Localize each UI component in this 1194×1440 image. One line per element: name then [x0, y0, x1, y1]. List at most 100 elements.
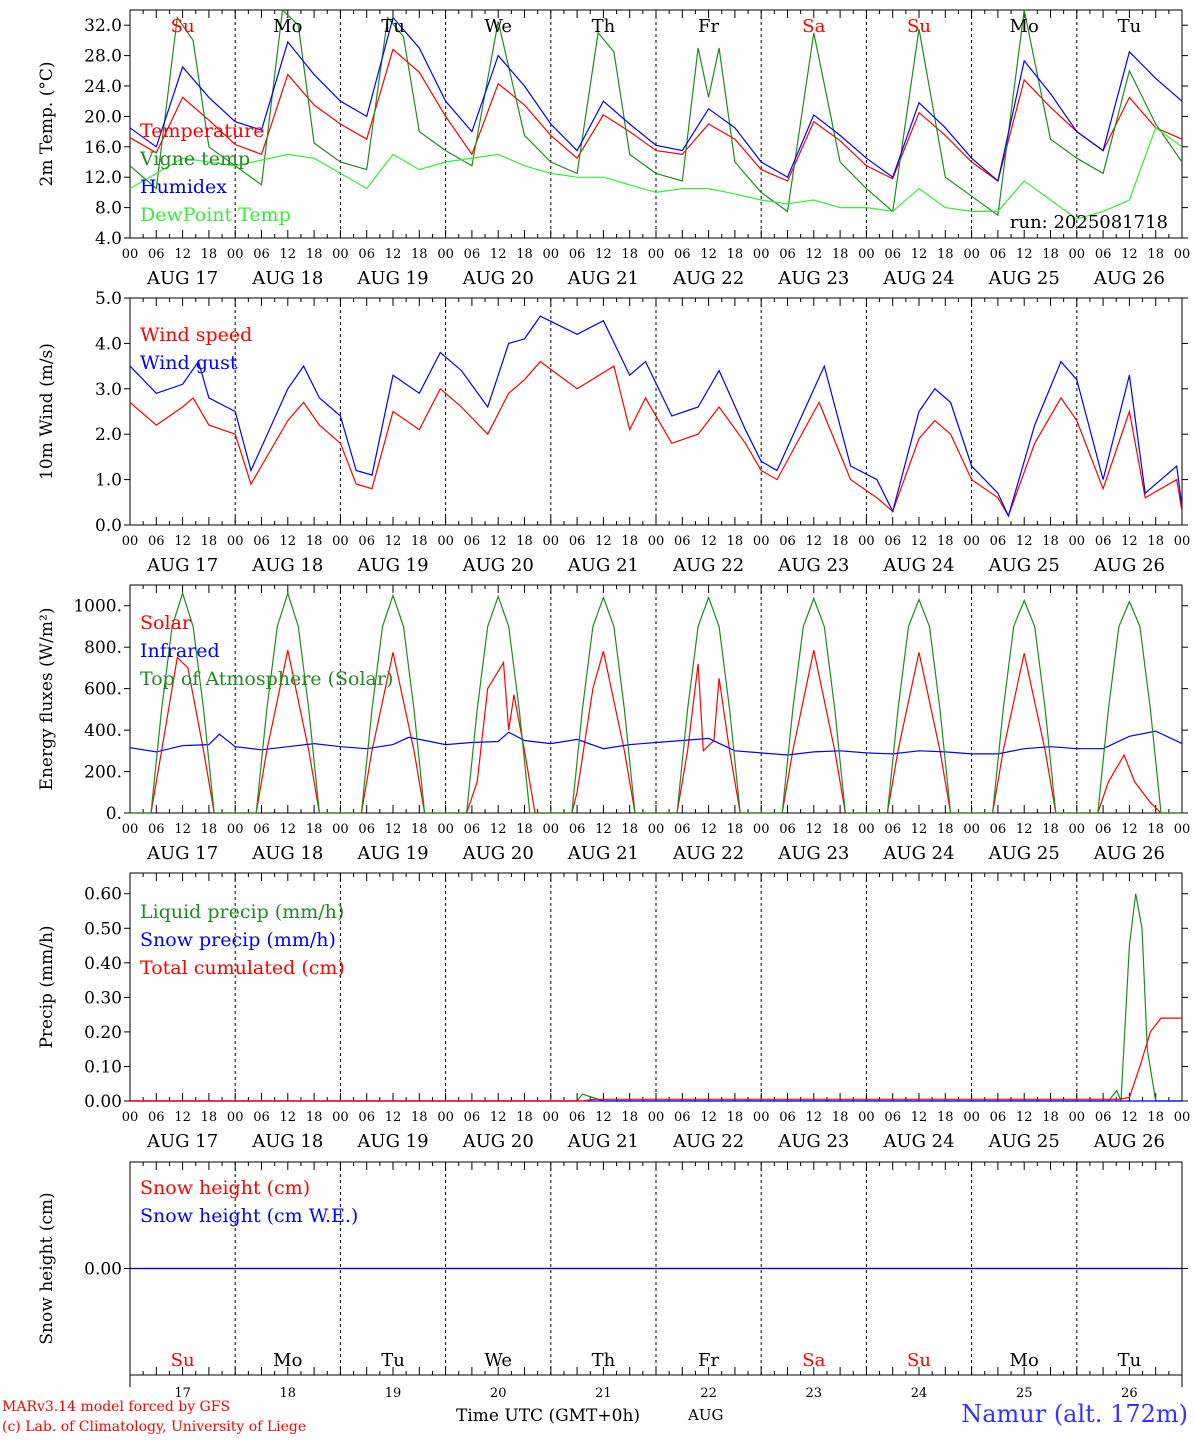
- hour-tick-label: 12: [385, 1110, 402, 1125]
- legend-entry: Solar: [140, 612, 192, 634]
- date-label: AUG 24: [882, 843, 954, 864]
- hour-tick-label: 06: [1095, 1110, 1112, 1125]
- hour-tick-label: 12: [280, 534, 297, 549]
- hour-tick-label: 18: [937, 1110, 954, 1125]
- hour-tick-label: 18: [306, 822, 323, 837]
- weekday-label: Su: [907, 1350, 931, 1371]
- hour-tick-label: 12: [806, 247, 823, 262]
- date-label: AUG 22: [672, 268, 744, 289]
- hour-tick-label: 00: [437, 1110, 454, 1125]
- hour-tick-label: 00: [648, 534, 665, 549]
- hour-tick-label: 18: [1042, 822, 1059, 837]
- hour-tick-label: 18: [727, 822, 744, 837]
- hour-tick-label: 06: [464, 247, 481, 262]
- series-line: [129, 8, 1183, 217]
- hour-tick-label: 00: [648, 822, 665, 837]
- weekday-label: Sa: [802, 16, 825, 37]
- hour-tick-label: 06: [253, 822, 270, 837]
- hour-tick-label: 18: [1042, 1110, 1059, 1125]
- date-label: AUG 26: [1093, 1131, 1165, 1152]
- y-tick-label: 0.: [106, 804, 122, 824]
- hour-tick-label: 18: [1147, 534, 1164, 549]
- y-tick-label: 200.: [84, 763, 122, 783]
- hour-tick-label: 12: [700, 822, 717, 837]
- hour-tick-label: 06: [148, 534, 165, 549]
- hour-tick-label: 18: [516, 1110, 533, 1125]
- weekday-label: We: [484, 16, 512, 37]
- date-label: AUG 18: [251, 555, 323, 576]
- date-label: AUG 25: [988, 1131, 1060, 1152]
- hour-tick-label: 00: [858, 247, 875, 262]
- hour-tick-label: 00: [753, 822, 770, 837]
- date-label: AUG 19: [356, 843, 428, 864]
- hour-tick-label: 18: [937, 534, 954, 549]
- hour-tick-label: 00: [1174, 247, 1191, 262]
- legend-entry: Wind gust: [140, 352, 238, 374]
- hour-tick-label: 06: [1095, 534, 1112, 549]
- hour-tick-label: 18: [201, 247, 218, 262]
- hour-tick-label: 12: [385, 822, 402, 837]
- series-line: [129, 126, 1183, 220]
- hour-tick-label: 06: [464, 534, 481, 549]
- hour-tick-label: 18: [201, 1110, 218, 1125]
- weekday-label: Th: [592, 1350, 616, 1371]
- hour-tick-label: 18: [306, 247, 323, 262]
- hour-tick-label: 18: [937, 247, 954, 262]
- series-line: [130, 1017, 1182, 1102]
- hour-tick-label: 00: [332, 1110, 349, 1125]
- date-label: AUG 24: [882, 555, 954, 576]
- y-axis-label: Precip (mm/h): [37, 925, 57, 1048]
- y-tick-label: 2.0: [95, 425, 122, 445]
- date-label: AUG 18: [251, 268, 323, 289]
- date-label: AUG 22: [672, 1131, 744, 1152]
- hour-tick-label: 06: [253, 534, 270, 549]
- hour-tick-label: 18: [727, 534, 744, 549]
- hour-tick-label: 12: [595, 534, 612, 549]
- hour-tick-label: 12: [911, 247, 928, 262]
- date-label: AUG 20: [462, 843, 534, 864]
- day-number-label: 18: [280, 1386, 297, 1401]
- month-label: AUG: [688, 1406, 724, 1424]
- date-label: AUG 21: [567, 555, 639, 576]
- hour-tick-label: 00: [543, 534, 560, 549]
- day-number-label: 22: [700, 1386, 717, 1401]
- hour-tick-label: 12: [911, 822, 928, 837]
- hour-tick-label: 12: [700, 1110, 717, 1125]
- weekday-label: We: [484, 1350, 512, 1371]
- legend-entry: Top of Atmosphere (Solar): [140, 668, 393, 690]
- hour-tick-label: 12: [700, 534, 717, 549]
- legend-entry: Wind speed: [140, 324, 252, 346]
- day-number-label: 21: [595, 1386, 612, 1401]
- hour-tick-label: 00: [122, 822, 139, 837]
- hour-tick-label: 18: [1147, 822, 1164, 837]
- hour-tick-label: 06: [779, 1110, 796, 1125]
- date-label: AUG 24: [882, 1131, 954, 1152]
- date-label: AUG 25: [988, 843, 1060, 864]
- hour-tick-label: 00: [1069, 1110, 1086, 1125]
- weekday-label: Sa: [802, 1350, 825, 1371]
- y-tick-label: 1000.: [73, 597, 122, 617]
- hour-tick-label: 06: [990, 1110, 1007, 1125]
- hour-tick-label: 06: [253, 1110, 270, 1125]
- hour-tick-label: 12: [490, 534, 507, 549]
- hour-tick-label: 00: [858, 822, 875, 837]
- hour-tick-label: 06: [990, 247, 1007, 262]
- legend-entry: Liquid precip (mm/h): [140, 901, 344, 923]
- hour-tick-label: 18: [621, 534, 638, 549]
- hour-tick-label: 12: [595, 247, 612, 262]
- hour-tick-label: 00: [122, 534, 139, 549]
- weekday-label: Fr: [698, 16, 719, 37]
- hour-tick-label: 18: [1042, 247, 1059, 262]
- y-tick-label: 8.0: [95, 199, 122, 219]
- date-label: AUG 26: [1093, 843, 1165, 864]
- hour-tick-label: 06: [674, 1110, 691, 1125]
- y-tick-label: 0.40: [84, 954, 122, 974]
- day-number-label: 17: [174, 1386, 191, 1401]
- hour-tick-label: 18: [306, 534, 323, 549]
- weekday-label: Mo: [273, 16, 302, 37]
- hour-tick-label: 06: [674, 822, 691, 837]
- legend-entry: DewPoint Temp: [140, 204, 291, 226]
- hour-tick-label: 18: [621, 822, 638, 837]
- hour-tick-label: 00: [963, 1110, 980, 1125]
